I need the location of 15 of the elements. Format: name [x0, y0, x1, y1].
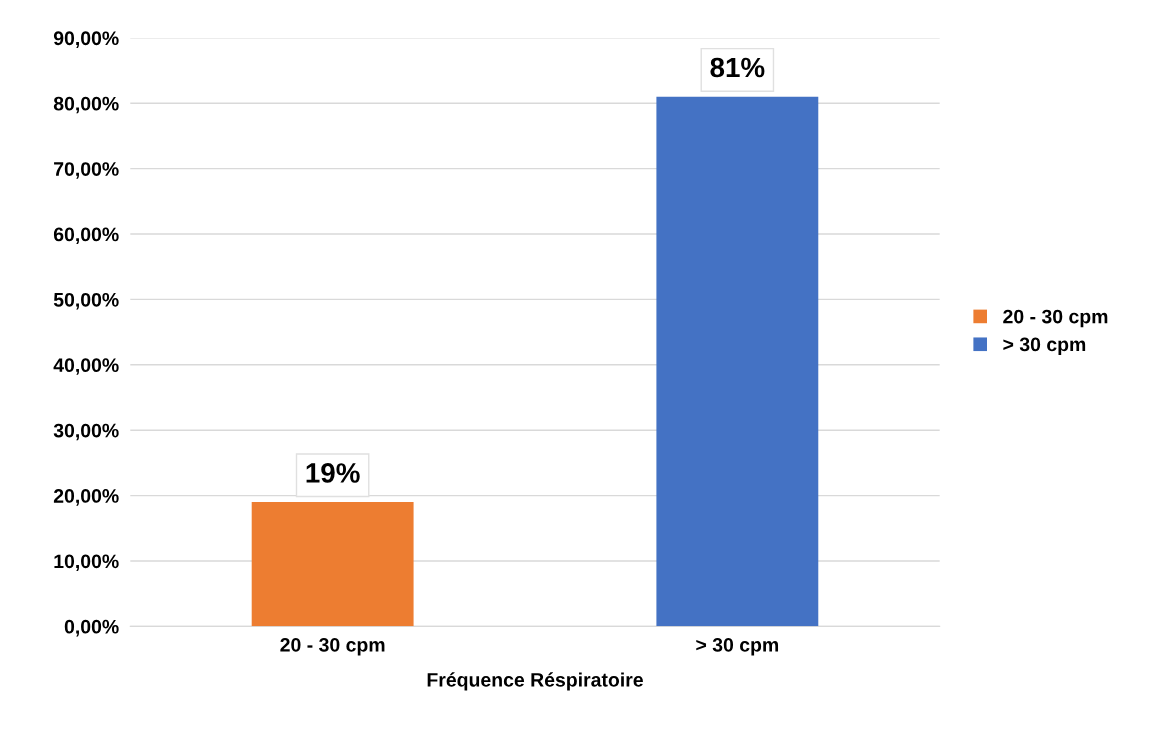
data-label: 81%: [710, 57, 765, 78]
y-tick-label: 30,00%: [53, 423, 119, 441]
data-label: 19%: [306, 463, 360, 483]
y-tick-label: 90,00%: [53, 31, 119, 48]
y-tick-label: 70,00%: [54, 162, 119, 179]
y-tick-label: 0,00%: [64, 619, 119, 637]
y-tick-label: 50,00%: [53, 292, 119, 310]
y-tick-label: 40,00%: [53, 358, 119, 375]
y-tick-label: 10,00%: [54, 554, 119, 572]
x-axis-title: Fréquence Réspiratoire: [427, 672, 643, 691]
legend-label: > 30 cpm: [1003, 337, 1086, 356]
y-tick-label: 60,00%: [53, 227, 119, 245]
y-tick-label: 80,00%: [53, 96, 119, 114]
legend-label: 20 - 30 cpm: [1003, 309, 1108, 328]
y-tick-label: 20,00%: [53, 489, 119, 506]
